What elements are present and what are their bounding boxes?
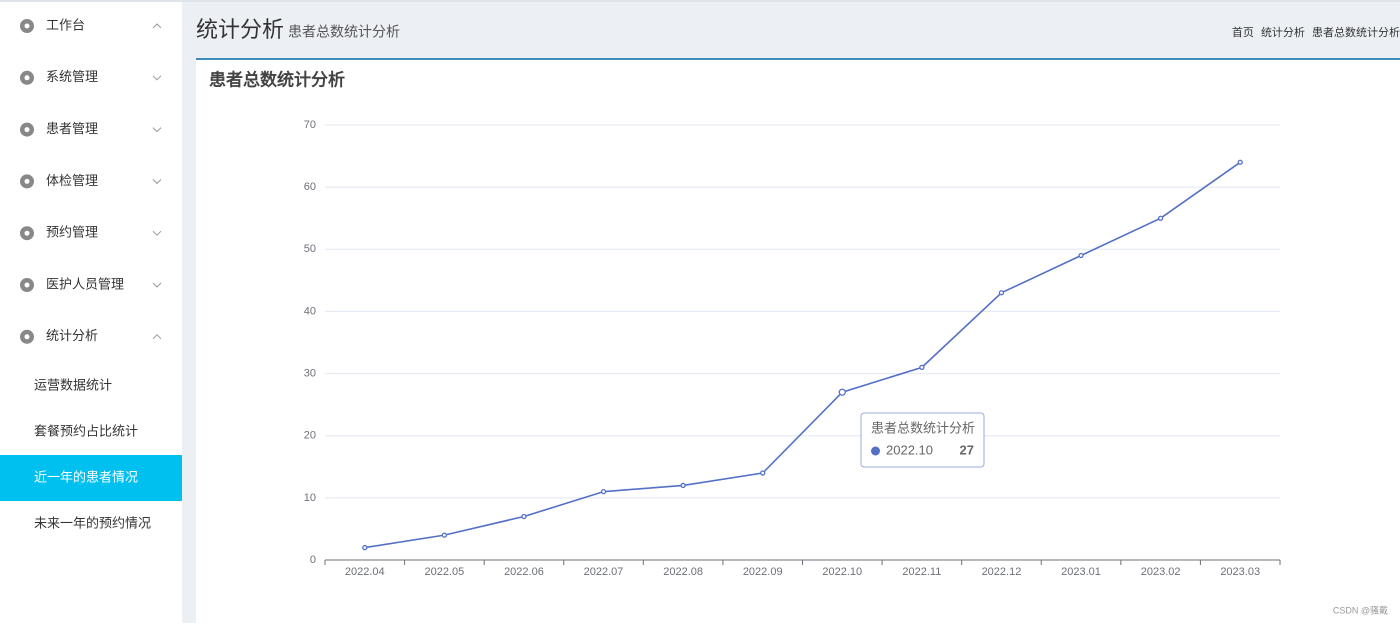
tooltip-box (860, 412, 985, 468)
point[interactable] (362, 544, 368, 551)
y-tick-label: 20 (304, 430, 316, 442)
x-tick-label: 2022.06 (504, 566, 544, 578)
tooltip-category: 2022.10 (886, 442, 933, 457)
menu-label: 体检管理 (46, 173, 98, 188)
sidebar-menu: 工作台系统管理患者管理体检管理预约管理医护人员管理统计分析运营数据统计套餐预约占… (20, 17, 162, 530)
page-title: 统计分析 (196, 17, 284, 42)
menu-item[interactable]: 工作台 (20, 17, 162, 33)
sidebar (0, 2, 182, 623)
menu-chevron (152, 23, 162, 29)
point[interactable] (838, 388, 846, 396)
menu-chevron (152, 75, 162, 81)
menu-item[interactable]: 系统管理 (20, 69, 162, 85)
chart: 0 10 20 30 40 50 60 70 2022.04 2022.05 2022.06 2022… (304, 119, 1281, 578)
breadcrumb-item[interactable]: 首页 (1232, 25, 1254, 39)
x-tick-label: 2022.12 (982, 566, 1022, 578)
menu-label: 工作台 (46, 17, 85, 32)
menu-icon-inner (24, 334, 30, 340)
x-tick-label: 2022.05 (424, 566, 464, 578)
panel-border (196, 58, 1400, 60)
point[interactable] (600, 488, 607, 495)
watermark: CSDN @骚戴 (1333, 604, 1388, 615)
menu-item[interactable]: 体检管理 (20, 173, 162, 189)
submenu-label[interactable]: 套餐预约占比统计 (34, 423, 138, 438)
submenu-label[interactable]: 未来一年的预约情况 (34, 515, 151, 530)
y-tick-label: 50 (304, 243, 316, 255)
menu-label: 医护人员管理 (46, 276, 124, 291)
submenu-label[interactable]: 近一年的患者情况 (34, 469, 138, 484)
tooltip-title: 患者总数统计分析 (871, 420, 975, 435)
menu-item[interactable]: 预约管理 (20, 225, 162, 241)
menu-icon-inner (24, 23, 30, 29)
menu-label: 统计分析 (46, 328, 98, 343)
point[interactable] (919, 364, 925, 371)
breadcrumb: 首页 统计分析 患者总数统计分析 (1232, 25, 1400, 39)
point[interactable] (1157, 215, 1164, 221)
page-subtitle: 患者总数统计分析 (288, 24, 400, 40)
x-tick-label: 2022.04 (345, 566, 385, 578)
x-tick-label: 2022.11 (902, 566, 941, 578)
breadcrumb-item[interactable]: 统计分析 (1261, 25, 1305, 39)
tooltip-dot (871, 446, 880, 456)
menu-icon-inner (24, 127, 30, 133)
menu-item[interactable]: 医护人员管理 (20, 276, 162, 292)
x-tick-label: 2023.02 (1141, 566, 1181, 578)
y-tick-label: 70 (304, 119, 316, 131)
point[interactable] (441, 532, 448, 538)
x-tick-label: 2022.07 (584, 566, 624, 578)
point[interactable] (680, 482, 686, 489)
menu-label: 预约管理 (46, 225, 98, 240)
tooltip-value: 27 (960, 442, 974, 457)
tooltip: 患者总数统计分析 2022.10 27 (860, 412, 985, 468)
line (364, 161, 1241, 549)
x-tick-label: 2023.01 (1061, 566, 1101, 578)
point[interactable] (521, 513, 527, 520)
active-menu-bg (0, 455, 182, 501)
x-tick-label: 2022.08 (663, 566, 703, 578)
x-tick-label: 2023.03 (1220, 566, 1260, 578)
menu-item[interactable]: 统计分析 (20, 328, 162, 344)
menu-icon-inner (24, 230, 30, 236)
menu-item[interactable]: 患者管理 (20, 121, 162, 137)
menu-label: 系统管理 (46, 69, 98, 84)
menu-chevron (152, 282, 162, 288)
y-tick-label: 60 (304, 181, 316, 193)
panel-title: 患者总数统计分析 (209, 69, 345, 89)
point[interactable] (760, 470, 766, 476)
y-tick-label: 0 (310, 554, 316, 566)
menu-icon-inner (24, 282, 30, 288)
point[interactable] (1078, 252, 1084, 259)
x-tick-label: 2022.10 (822, 566, 862, 578)
panel (196, 58, 1400, 623)
y-tick-label: 40 (304, 305, 316, 317)
menu-chevron (152, 179, 162, 185)
submenu-label[interactable]: 运营数据统计 (34, 377, 112, 392)
point[interactable] (1237, 159, 1243, 165)
menu-icon-inner (24, 178, 30, 184)
menu-chevron (152, 334, 162, 340)
menu-chevron (152, 127, 162, 133)
y-tick-label: 10 (304, 492, 316, 504)
menu-label: 患者管理 (46, 121, 98, 136)
x-tick-label: 2022.09 (743, 566, 783, 578)
breadcrumb-item: 患者总数统计分析 (1312, 25, 1400, 39)
menu-chevron (152, 230, 162, 236)
menu-icon-inner (24, 75, 30, 81)
point[interactable] (998, 290, 1005, 296)
y-tick-label: 30 (304, 367, 316, 379)
